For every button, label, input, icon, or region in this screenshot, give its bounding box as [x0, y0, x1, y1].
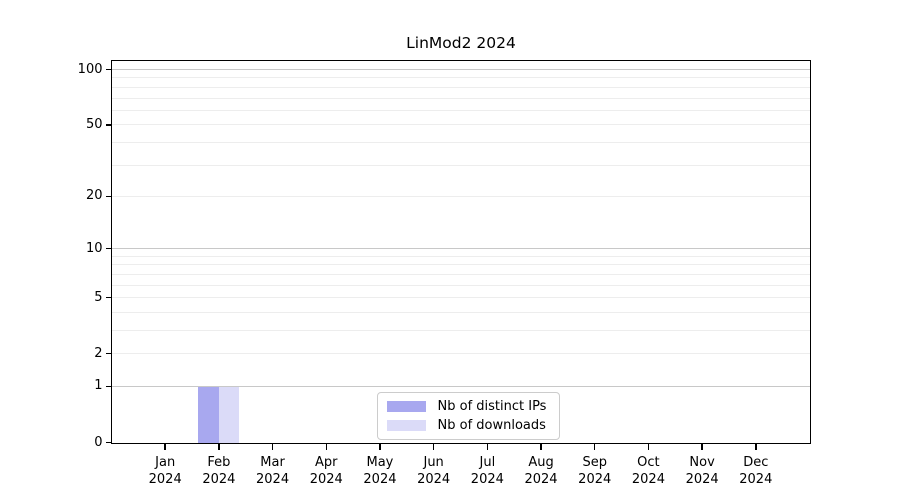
- y-tick-mark: [105, 195, 112, 198]
- x-tick-mark: [325, 444, 328, 450]
- gridline-minor: [111, 273, 810, 275]
- x-tick-mark: [647, 444, 650, 450]
- x-tick-label: Jun 2024: [417, 454, 451, 487]
- x-tick-mark: [164, 444, 166, 450]
- x-tick-label: May 2024: [363, 454, 397, 487]
- gridline-minor: [111, 329, 810, 331]
- gridline-minor: [111, 264, 810, 266]
- bar-distinct-ips: [198, 386, 219, 443]
- legend-item: Nb of downloads: [386, 417, 553, 433]
- gridline-major: [111, 385, 810, 387]
- x-tick-mark: [379, 444, 381, 450]
- y-tick-label: 50: [85, 116, 103, 132]
- y-tick-label: 0: [94, 434, 103, 450]
- gridline-minor: [111, 353, 810, 355]
- gridline-minor: [111, 255, 810, 257]
- y-tick-label: 5: [94, 289, 103, 305]
- x-tick-mark: [486, 444, 489, 450]
- y-tick-mark: [105, 441, 112, 444]
- x-tick-label: Dec 2024: [739, 454, 773, 487]
- x-tick-mark: [701, 444, 703, 450]
- x-tick-label: Oct 2024: [631, 454, 665, 487]
- y-tick-label: 10: [85, 240, 103, 256]
- gridline-minor: [111, 141, 810, 143]
- gridline-major: [111, 69, 810, 71]
- gridline-minor: [111, 124, 810, 126]
- gridline-minor: [111, 97, 810, 99]
- y-tick-mark: [105, 296, 112, 299]
- y-tick-mark: [105, 247, 112, 250]
- legend: Nb of distinct IPs Nb of downloads: [376, 391, 560, 440]
- x-tick-mark: [755, 444, 757, 450]
- plot-area: Nb of distinct IPs Nb of downloads 0 1 2 5 1…: [78, 59, 811, 487]
- legend-label: Nb of downloads: [437, 417, 546, 433]
- gridline-minor: [111, 284, 810, 286]
- x-tick-label: Aug 2024: [524, 454, 558, 487]
- legend-item: Nb of distinct IPs: [386, 398, 553, 414]
- x-tick-label: Jan 2024: [148, 454, 182, 487]
- legend-swatch: [386, 419, 426, 431]
- x-tick-label: Feb 2024: [202, 454, 236, 487]
- y-tick-label: 100: [77, 61, 103, 77]
- x-tick-mark: [218, 444, 220, 450]
- gridline-minor: [111, 297, 810, 299]
- legend-swatch: [386, 400, 426, 412]
- legend-label: Nb of distinct IPs: [437, 398, 547, 414]
- y-tick-mark: [105, 68, 112, 71]
- x-tick-mark: [271, 444, 274, 450]
- gridline-minor: [111, 164, 810, 166]
- gridline-minor: [111, 109, 810, 111]
- x-tick-label: Nov 2024: [685, 454, 719, 487]
- x-tick-mark: [432, 444, 435, 450]
- y-tick-mark: [105, 124, 112, 126]
- chart-title: LinMod2 2024: [406, 34, 516, 52]
- x-tick-label: Jul 2024: [470, 454, 504, 487]
- y-tick-label: 20: [85, 188, 103, 204]
- gridline-minor: [111, 86, 810, 88]
- y-tick-label: 2: [94, 345, 103, 361]
- x-tick-label: Mar 2024: [256, 454, 290, 487]
- gridline-minor: [111, 77, 810, 79]
- x-tick-mark: [540, 444, 542, 450]
- y-tick-mark: [105, 385, 112, 388]
- gridline-minor: [111, 195, 810, 197]
- x-tick-label: Sep 2024: [578, 454, 612, 487]
- x-tick-label: Apr 2024: [309, 454, 343, 487]
- gridline-major: [111, 248, 810, 250]
- y-tick-mark: [105, 352, 112, 355]
- bar-downloads: [218, 386, 240, 443]
- y-tick-label: 1: [94, 378, 103, 394]
- gridline-minor: [111, 311, 810, 313]
- x-tick-mark: [593, 444, 596, 450]
